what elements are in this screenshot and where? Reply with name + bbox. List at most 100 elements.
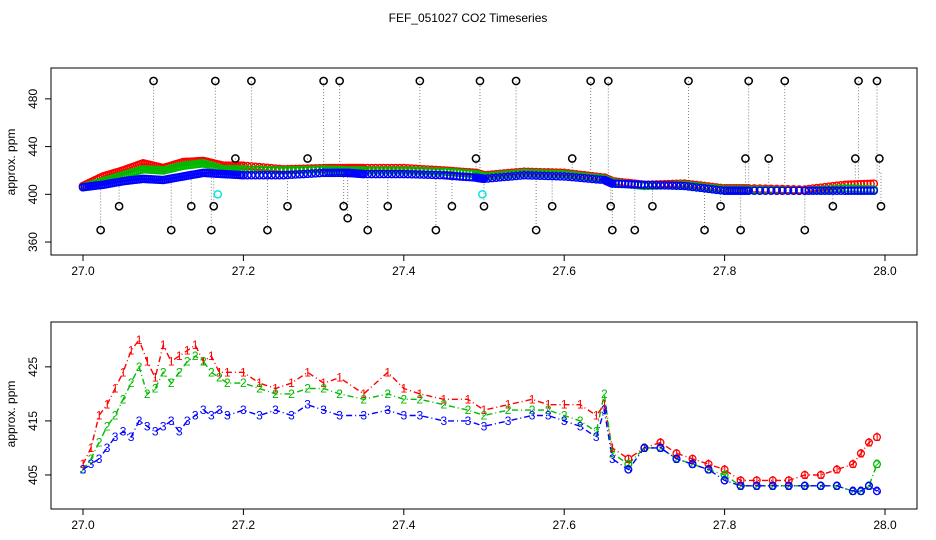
top-series-3-point — [850, 186, 859, 196]
bottom-y-tick-label: 415 — [26, 411, 40, 431]
bottom-series-2-marker: 2 — [112, 409, 119, 423]
top-series-3-point — [617, 179, 627, 189]
bottom-series-1-circle — [784, 476, 793, 485]
top-series-3-point — [739, 186, 749, 196]
top-series-3-point — [866, 186, 875, 196]
top-series-3-point — [672, 181, 681, 191]
top-series-3-point — [676, 181, 685, 191]
bottom-series-2-marker: 2 — [288, 387, 295, 401]
bottom-series-1-circle — [768, 476, 777, 485]
bottom-series-1-marker: 1 — [785, 473, 792, 487]
top-series-3-point — [859, 186, 869, 196]
top-series-3-point — [315, 168, 324, 178]
bottom-plot-frame — [50, 321, 918, 510]
bottom-series-1-circle — [672, 449, 681, 458]
bottom-series-3-marker: 3 — [481, 419, 488, 433]
top-raw-spike-point — [231, 154, 240, 163]
bottom-series-2-marker: 2 — [192, 349, 199, 363]
bottom-series-2-marker: 2 — [850, 484, 857, 498]
bottom-x-tick-label: 27.6 — [553, 518, 577, 532]
top-raw-spike-point — [96, 225, 105, 235]
bottom-series-3-circle — [720, 476, 729, 485]
bottom-series-2-marker: 2 — [176, 365, 183, 379]
top-series-3-point — [251, 170, 260, 180]
top-series-3-point — [427, 170, 437, 180]
top-axis-ticks: 27.0 27.2 27.4 27.6 27.8 28.0 360 400 440 480 — [26, 89, 897, 278]
top-series-3-point — [614, 179, 624, 189]
bottom-series-3-marker: 3 — [256, 409, 263, 423]
bottom-series-3-line — [82, 403, 878, 492]
top-series-3-point — [608, 179, 617, 188]
top-series-3-point — [704, 184, 713, 194]
bottom-series-1-marker: 1 — [737, 473, 744, 487]
top-series-3-point — [267, 170, 276, 180]
bottom-series-1-marker: 1 — [801, 468, 808, 482]
bottom-series-1-circle — [752, 476, 761, 485]
top-raw-spike-point — [744, 76, 754, 86]
top-series-3-point — [583, 174, 593, 183]
top-series-3-point — [847, 186, 856, 196]
bottom-series-2-marker: 2 — [272, 387, 279, 401]
bottom-series-2-marker: 2 — [216, 371, 223, 385]
bottom-series-3-marker: 3 — [120, 425, 127, 439]
top-series-3-point — [419, 170, 429, 179]
bottom-series-2-marker: 2 — [721, 468, 728, 482]
bottom-series-3-marker: 3 — [769, 479, 776, 493]
bottom-series-1-marker: 1 — [577, 398, 584, 412]
bottom-series-2-marker: 2 — [136, 360, 143, 374]
bottom-series-3-marker: 3 — [689, 457, 696, 471]
top-raw-spike-point — [850, 154, 860, 163]
top-series-2-point — [255, 165, 264, 175]
top-series-3-point — [359, 169, 369, 179]
top-x-tick-label: 27.0 — [71, 264, 95, 278]
top-series-3-point — [692, 183, 701, 192]
bottom-series-2-marker: 2 — [224, 376, 231, 390]
top-raw-spike-point — [339, 201, 348, 211]
bottom-series-1-marker: 1 — [96, 409, 103, 423]
bottom-series-2-marker: 2 — [577, 414, 584, 428]
bottom-series-1-marker: 1 — [689, 452, 696, 466]
top-series-3-point — [279, 170, 288, 180]
bottom-series-1-marker: 1 — [112, 381, 119, 395]
bottom-series-2-marker: 2 — [609, 446, 616, 460]
bottom-series-3-marker: 3 — [641, 441, 648, 455]
top-series-3-point — [239, 170, 248, 180]
top-series-3-point — [812, 186, 822, 196]
bottom-series-2-marker: 2 — [657, 441, 664, 455]
top-raw-spike-point — [828, 201, 838, 211]
bottom-series-1-marker: 1 — [625, 452, 632, 466]
bottom-series-3-marker: 3 — [801, 479, 808, 493]
top-series-3-point — [411, 170, 421, 179]
bottom-series-3-marker: 3 — [858, 484, 865, 498]
top-raw-spike-point — [567, 154, 577, 163]
top-y-tick-label: 360 — [26, 232, 40, 252]
bottom-series-1-marker: 1 — [200, 354, 207, 368]
figure-title: FEF_051027 CO2 Timeseries — [389, 11, 548, 25]
bottom-series-1-circle — [624, 454, 633, 463]
bottom-series-1-marker: 1 — [858, 446, 865, 460]
top-series-3-point — [363, 169, 373, 179]
bottom-series-3-marker: 3 — [785, 479, 792, 493]
bottom-series-3-marker: 3 — [609, 452, 616, 466]
top-series-3-point — [579, 173, 589, 183]
bottom-series-2-marker: 2 — [481, 409, 488, 423]
bottom-series-1-marker: 1 — [657, 436, 664, 450]
top-raw-spike-point — [431, 225, 441, 235]
bottom-series-1-marker: 1 — [545, 398, 552, 412]
bottom-series-3-marker: 3 — [200, 403, 207, 417]
bottom-series-1-circle — [816, 470, 825, 480]
bottom-series-1-circle — [656, 438, 665, 447]
top-series-2-point — [247, 165, 256, 174]
bottom-series-1-marker: 1 — [834, 463, 841, 477]
top-series-3-point — [749, 186, 759, 196]
bottom-series-2-marker: 2 — [104, 419, 111, 433]
top-series-3-point — [371, 169, 381, 179]
top-series-3-point — [633, 180, 643, 189]
top-series-3-point — [547, 171, 557, 181]
top-series-3-point — [800, 186, 810, 196]
bottom-series-3-circle — [768, 481, 777, 490]
bottom-series-1-marker: 1 — [609, 441, 616, 455]
bottom-series-3-marker: 3 — [240, 403, 247, 417]
bottom-series-1-marker: 1 — [272, 381, 279, 395]
